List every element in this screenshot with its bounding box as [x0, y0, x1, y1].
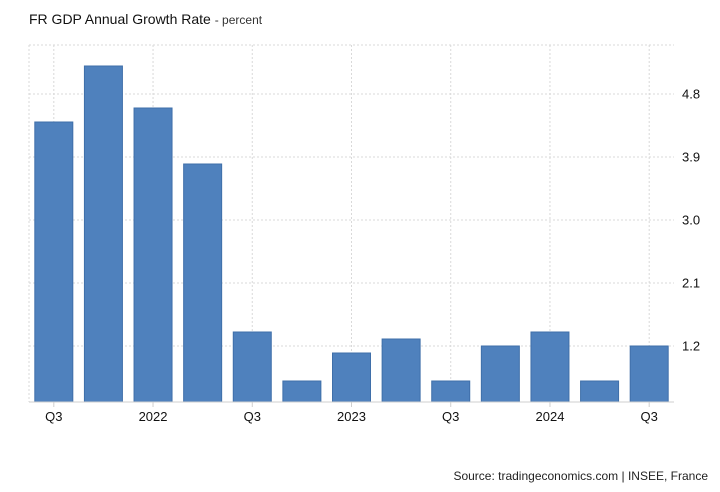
bar: [133, 107, 173, 403]
bar: [332, 352, 371, 403]
bar: [381, 338, 421, 403]
bar: [431, 380, 471, 403]
y-tick-label: 4.8: [682, 87, 700, 102]
y-tick-label: 3.9: [682, 150, 700, 165]
chart-subtitle: - percent: [214, 13, 263, 27]
bar: [580, 380, 620, 403]
bar: [34, 121, 74, 403]
chart-title: FR GDP Annual Growth Rate - percent: [29, 11, 262, 27]
bar: [282, 380, 322, 403]
bar: [232, 331, 272, 403]
x-tick-label: Q3: [45, 409, 62, 424]
y-tick-label: 1.2: [682, 339, 700, 354]
x-tick-label: Q3: [244, 409, 261, 424]
x-tick-label: Q3: [442, 409, 459, 424]
bar: [480, 345, 520, 403]
chart-title-text: FR GDP Annual Growth Rate: [29, 11, 211, 27]
source-note: Source: tradingeconomics.com | INSEE, Fr…: [453, 469, 708, 483]
bar: [530, 331, 570, 403]
x-tick-label: Q3: [641, 409, 658, 424]
bar: [83, 65, 123, 403]
bar: [629, 345, 669, 403]
x-tick-label: 2022: [139, 409, 168, 424]
x-tick-label: 2024: [536, 409, 565, 424]
bar: [183, 163, 223, 403]
y-tick-label: 2.1: [682, 276, 700, 291]
x-tick-label: 2023: [337, 409, 366, 424]
y-tick-label: 3.0: [682, 213, 700, 228]
